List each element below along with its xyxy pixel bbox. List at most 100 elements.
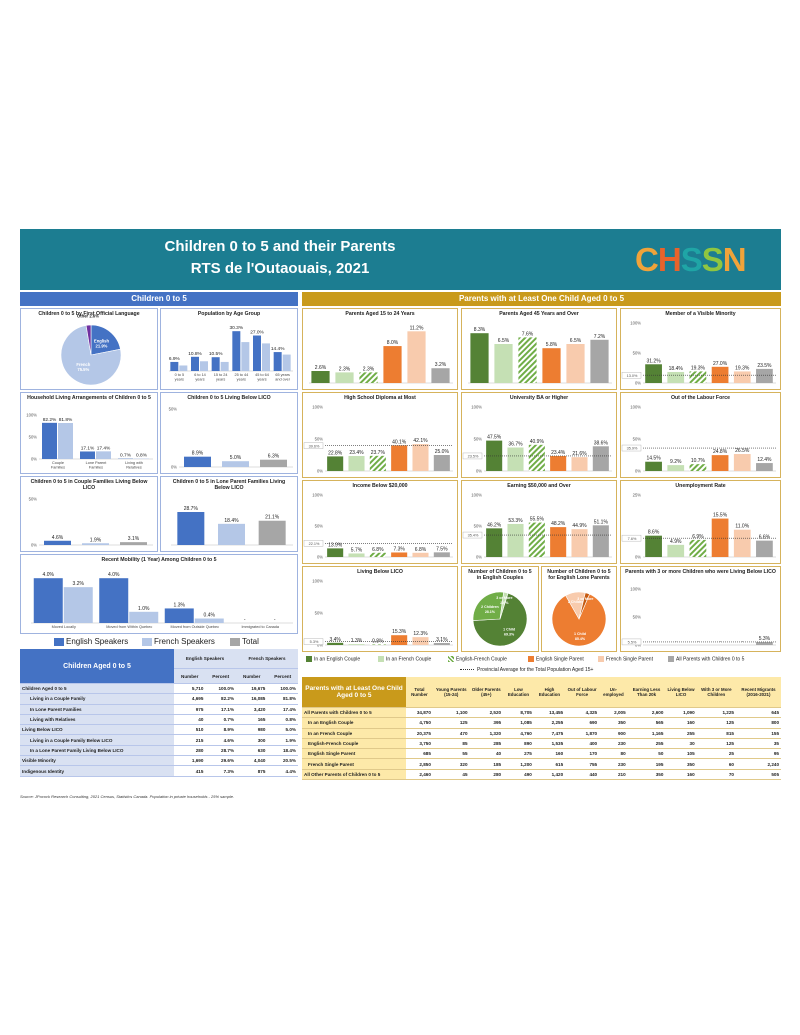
table-row: In an English Couple 4,750 125 395 1,085 2,25… [302,717,781,729]
provincial-note-text: Provincial Average for the Total Populat… [477,667,594,673]
y-tick-label: 25% [633,493,642,498]
chart-panel-agegroup: Population by Age Group 6.9% 10.8% 10.5% 30.… [160,308,298,390]
data-label: 30.3% [230,325,244,331]
data-label: 6.5% [498,338,510,344]
pie-slice [85,324,92,356]
data-label: 51.1% [594,519,609,525]
table-cell: 255 [627,738,666,750]
pie-label: 85.4% [575,637,586,641]
table-row: French Single Parent 2,850 320 185 1,200 615 7… [302,758,781,770]
bar [689,539,707,557]
y-tick-label: 100% [630,405,641,410]
table-subheader: Number [174,668,206,684]
column-header: Young Parents (15-24) [432,677,470,708]
chart-title: Living Below LICO [357,569,403,575]
data-label: 7.6% [522,331,534,337]
data-label: - [719,639,721,645]
chart-panel-olf: Out of the Labour Force 0% 50% 100% 14.5% 9.2… [620,392,781,478]
bar [129,611,159,623]
table-cell: 300 [236,734,268,746]
data-label: 6.8% [372,547,384,553]
data-label: 8.9% [192,451,204,457]
data-label: 1.3% [351,638,363,644]
table-cell: 350 [599,717,628,729]
y-tick-label: 50% [474,437,483,442]
table-subheader: Percent [267,668,298,684]
table-cell: 1,320 [469,728,504,739]
table-cell: 160 [665,717,697,729]
table-cell: 125 [696,738,736,750]
data-label: 27.0% [250,330,264,336]
table-cell: 280 [469,769,504,781]
data-label: 9.2% [670,459,682,465]
provincial-label: 7.6% [628,537,637,541]
row-label: Children Aged 0 to 5 [20,683,174,695]
chart-svg-three: 0%50%100%-----5.3%5.5% [621,587,776,648]
y-tick-label: 0% [635,555,641,560]
data-label: 81.8% [59,417,73,423]
legend-item: English Speakers [54,637,128,646]
table-cell: 1,090 [665,707,697,719]
y-tick-label: 0% [476,555,482,560]
chart-title: Children 0 to 5 Living Below LICO [187,395,271,401]
table-cell: 1.9% [267,734,298,746]
table-cell: 4,760 [503,728,534,739]
bar [542,348,561,383]
table-cell: 470 [432,728,470,739]
data-label: 10.7% [691,458,706,464]
page-subtitle: RTS de l'Outaouais, 2021 [190,260,370,277]
row-label: In a Lone Parent Family Living Below LIC… [20,745,174,757]
bar [200,361,208,371]
bar [412,637,429,645]
table-cell: 18.4% [267,745,298,757]
pie-label: 2 Children [481,605,499,609]
chart-panel-mobility: Recent Mobility (1 Year) Among Children … [20,554,298,634]
table-cell: 20.5% [267,755,298,767]
row-label: Living Below LICO [20,724,174,736]
chart-title: Income Below $20,000 [352,483,408,489]
bar [689,464,707,471]
bar [550,527,567,557]
chart-panel-lonelico: Children 0 to 5 in Lone Parent Families … [160,476,298,552]
table-cell: 1,870 [565,728,600,739]
bar [645,461,662,471]
bar [96,451,111,459]
legend-swatch [598,656,604,662]
bar [44,540,71,545]
table-cell: 415 [174,765,206,777]
legend-swatch [306,656,312,662]
provincial-box [303,540,324,547]
bar [566,344,585,383]
bar [327,548,344,557]
table-row: In Lone Parent Families 975 17.1% 3,420 17.4… [20,704,298,715]
table-row: English Single Parent 685 55 40 275 160 170 80 5… [302,748,781,760]
data-label: 2.3% [339,366,351,372]
y-tick-label: 50% [29,497,38,502]
children-table-corner: Children Aged 0 to 5 [20,649,174,684]
table-cell: 7.3% [205,765,237,777]
pie-label: 3 or More [496,596,512,600]
data-label: 23.4% [551,450,566,456]
chart-title: Children 0 to 5 in Couple Families Livin… [30,479,148,491]
data-label: 22.8% [328,450,343,456]
provincial-label: 39.6% [309,444,320,448]
table-cell: 7,475 [533,728,566,739]
category-label: Living with [125,461,143,465]
table-cell: 685 [406,748,433,760]
data-label: 21.1% [265,515,280,521]
chart-title: Parents with 3 or more Children who were… [625,569,776,575]
table-cell: 3,420 [236,704,268,715]
table-cell: 4.4% [267,765,298,777]
y-tick-label: 0% [317,469,323,474]
table-cell: 875 [236,765,268,777]
bar [369,644,386,645]
column-header: Living Below LICO [665,677,697,708]
table-cell: 13,455 [533,707,566,719]
table-cell: 60 [696,758,736,770]
bar [99,578,129,623]
data-label: 11.0% [735,524,749,530]
pie-slice [60,325,122,386]
legend-swatch [378,656,384,662]
legend-item: In an English Couple [306,656,360,662]
